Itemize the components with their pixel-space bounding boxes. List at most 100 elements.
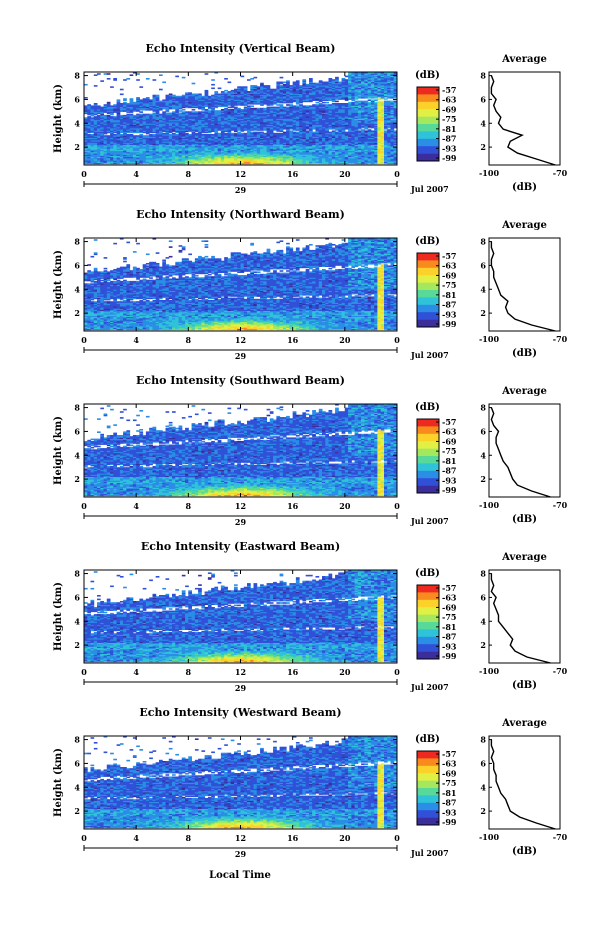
heatmap-cell — [145, 99, 150, 101]
heatmap-cell — [207, 113, 212, 116]
heatmap-cell — [234, 143, 238, 146]
heatmap-cell — [165, 107, 170, 110]
heatmap-cell — [181, 94, 186, 97]
heatmap-cell — [145, 137, 150, 140]
heatmap-cell — [165, 137, 170, 140]
heatmap-cell — [201, 107, 206, 110]
heatmap-cell — [185, 149, 189, 152]
heatmap-cell — [172, 94, 176, 97]
heatmap-cell — [129, 114, 134, 117]
heatmap-cell — [201, 148, 206, 150]
heatmap-cell — [139, 130, 144, 132]
heatmap-cell — [165, 136, 170, 138]
heatmap-cell — [250, 143, 254, 146]
heatmap-cell — [211, 148, 215, 150]
heatmap-cell — [175, 112, 179, 115]
heatmap-cell — [119, 88, 124, 91]
heatmap-cell — [243, 134, 248, 136]
heatmap-cell — [204, 129, 209, 131]
heatmap-cell — [217, 148, 222, 150]
heatmap-cell — [149, 101, 153, 104]
heatmap-cell — [123, 114, 127, 117]
heatmap-cell — [211, 111, 215, 113]
heatmap-cell — [87, 117, 91, 119]
heatmap-cell — [145, 151, 150, 154]
heatmap-cell — [142, 141, 147, 143]
heatmap-cell — [129, 131, 134, 134]
heatmap-cell — [250, 149, 254, 152]
heatmap-cell — [188, 105, 192, 107]
heatmap-cell — [198, 132, 202, 135]
heatmap-cell — [97, 132, 101, 135]
heatmap-cell — [139, 135, 144, 137]
heatmap-cell — [149, 106, 153, 109]
heatmap-cell — [90, 137, 95, 140]
heatmap-cell — [178, 159, 183, 161]
heatmap-cell — [194, 112, 199, 115]
heatmap-cell — [175, 105, 179, 107]
heatmap-cell — [145, 118, 150, 121]
heatmap-cell — [344, 79, 349, 81]
heatmap-cell — [191, 153, 196, 155]
heatmap-cell — [211, 141, 215, 143]
heatmap-cell — [129, 111, 134, 113]
heatmap-cell — [97, 137, 101, 140]
heatmap-cell — [214, 92, 219, 94]
heatmap-cell — [315, 101, 320, 104]
heatmap-cell — [87, 118, 91, 121]
heatmap-cell — [250, 128, 254, 130]
heatmap-cell — [237, 142, 241, 144]
heatmap-cell — [129, 122, 134, 124]
heatmap-cell — [191, 130, 196, 132]
heatmap-cell — [230, 116, 235, 118]
heatmap-cell — [152, 118, 157, 121]
heatmap-cell — [230, 135, 235, 137]
heatmap-cell — [90, 122, 95, 124]
heatmap-cell — [136, 114, 140, 117]
heatmap-cell — [185, 143, 189, 146]
heatmap-cell — [172, 113, 176, 116]
heatmap-cell — [87, 138, 91, 141]
heatmap-cell — [159, 144, 163, 147]
heatmap-cell — [211, 156, 215, 159]
heatmap-cell — [178, 135, 183, 137]
heatmap-cell — [113, 153, 117, 155]
heatmap-cell — [185, 101, 189, 104]
heatmap-cell — [230, 100, 235, 103]
heatmap-cell — [214, 157, 219, 160]
heatmap-cell — [123, 132, 127, 135]
heatmap-cell — [87, 140, 91, 142]
heatmap-cell — [142, 100, 147, 103]
heatmap-cell — [181, 106, 186, 109]
heatmap-cell — [224, 154, 228, 156]
heatmap-cell — [237, 159, 241, 161]
heatmap-cell — [247, 134, 251, 136]
heatmap-cell — [162, 137, 166, 140]
heatmap-cell — [181, 105, 186, 107]
heatmap-cell — [217, 140, 222, 142]
heatmap-cell — [201, 141, 206, 143]
heatmap-cell — [234, 161, 238, 163]
heatmap-cell — [159, 124, 163, 127]
heatmap-cell — [132, 148, 137, 150]
heatmap-cell — [162, 120, 166, 123]
heatmap-cell — [201, 124, 206, 127]
heatmap-cell — [234, 97, 238, 99]
heatmap-cell — [168, 144, 173, 147]
heatmap-cell — [93, 120, 98, 123]
heatmap-cell — [136, 138, 140, 141]
heatmap-cell — [172, 95, 176, 98]
heatmap-cell — [152, 131, 157, 134]
heatmap-cell — [214, 105, 219, 107]
heatmap-cell — [191, 134, 196, 136]
heatmap-cell — [129, 129, 134, 131]
heatmap-cell — [152, 142, 157, 144]
heatmap-cell — [116, 126, 121, 129]
heatmap-cell — [168, 124, 173, 127]
heatmap-cell — [155, 100, 160, 103]
heatmap-cell — [185, 114, 189, 117]
heatmap-cell — [100, 114, 104, 117]
heatmap-cell — [211, 106, 215, 109]
heatmap-cell — [175, 114, 179, 117]
heatmap-cell — [175, 143, 179, 146]
